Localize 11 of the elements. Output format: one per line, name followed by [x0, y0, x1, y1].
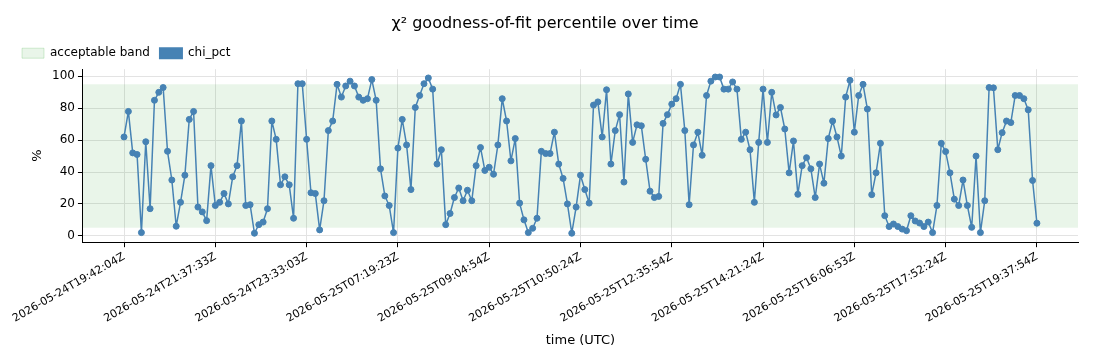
legend-label: acceptable band	[50, 45, 150, 60]
y-tick-label: 80	[59, 100, 75, 115]
legend-label: chi_pct	[187, 45, 231, 60]
y-tick-label: 60	[59, 132, 75, 147]
y-axis-title: %	[28, 149, 44, 162]
y-tick-label: 0	[67, 227, 75, 242]
y-tick-label: 20	[59, 196, 75, 211]
y-tick-label: 40	[59, 164, 75, 179]
x-axis-title: time (UTC)	[545, 331, 616, 347]
chart-title: χ² goodness-of-fit percentile over time	[391, 12, 699, 32]
y-tick-label: 100	[52, 68, 75, 83]
